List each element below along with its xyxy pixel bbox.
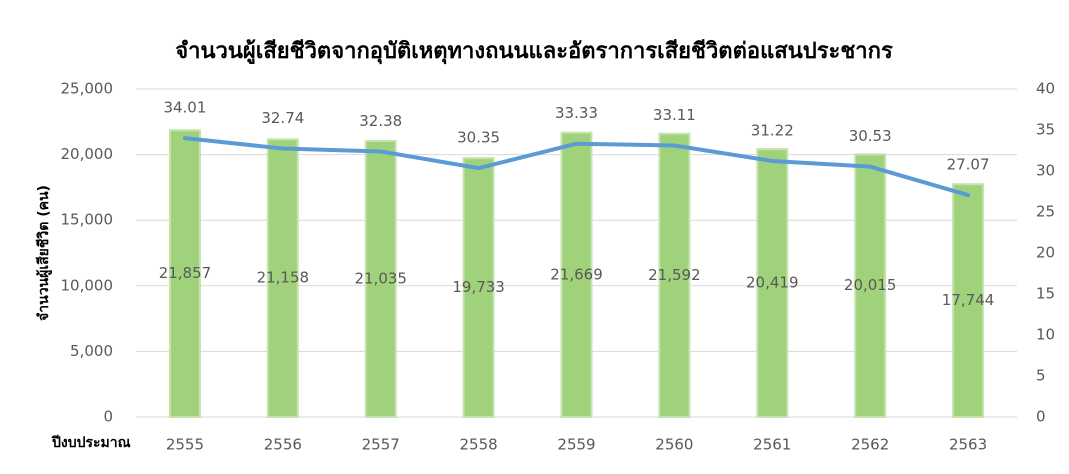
- y-axis-title: จำนวนผู้เสียชีวิต (คน): [36, 185, 52, 321]
- line-value-label: 30.53: [849, 127, 892, 145]
- line-value-label: 32.74: [261, 109, 304, 127]
- y-tick-label: 15,000: [61, 211, 114, 229]
- x-tick-label: 2555: [166, 436, 204, 454]
- bar: [266, 138, 299, 418]
- y2-tick-label: 0: [1036, 408, 1046, 426]
- bar-value-label: 21,669: [550, 265, 603, 283]
- y-tick-label: 20,000: [61, 145, 114, 163]
- x-axis-title: ปีงบประมาณ: [51, 435, 131, 451]
- y-tick-label: 25,000: [61, 80, 114, 98]
- line-value-label: 30.35: [457, 129, 500, 147]
- chart-title: จำนวนผู้เสียชีวิตจากอุบัติเหตุทางถนนและอ…: [175, 39, 893, 65]
- y-tick-label: 10,000: [61, 276, 114, 294]
- line: [182, 136, 971, 198]
- line-value-label: 33.11: [653, 106, 696, 124]
- y2-tick-label: 15: [1036, 285, 1055, 303]
- bar-value-label: 19,733: [452, 278, 505, 296]
- bar-value-label: 20,419: [746, 274, 799, 292]
- bar: [756, 148, 789, 418]
- y2-tick-label: 35: [1036, 121, 1055, 139]
- x-tick-label: 2557: [362, 436, 400, 454]
- bar-value-label: 17,744: [942, 291, 995, 309]
- line-value-label: 34.01: [163, 99, 206, 117]
- y2-tick-label: 30: [1036, 162, 1055, 180]
- line-value-label: 32.38: [359, 112, 402, 130]
- bar-value-label: 21,592: [648, 266, 701, 284]
- bar: [658, 132, 691, 419]
- y2-tick-label: 20: [1036, 244, 1055, 262]
- bar: [952, 183, 985, 418]
- x-tick-label: 2556: [264, 436, 302, 454]
- x-tick-label: 2560: [655, 436, 693, 454]
- x-tick-label: 2561: [753, 436, 791, 454]
- bar: [168, 129, 201, 419]
- y2-tick-label: 40: [1036, 80, 1055, 98]
- bar: [462, 157, 495, 419]
- bar-value-label: 21,857: [159, 264, 212, 282]
- line-value-label: 33.33: [555, 104, 598, 122]
- y-tick-label: 5,000: [70, 342, 113, 360]
- bar-value-label: 20,015: [844, 276, 897, 294]
- line-value-label: 31.22: [751, 121, 794, 139]
- bar-value-label: 21,158: [257, 269, 310, 287]
- y-tick-label: 0: [103, 408, 113, 426]
- x-tick-label: 2559: [557, 436, 595, 454]
- line-value-label: 27.07: [947, 156, 990, 174]
- y2-tick-label: 25: [1036, 203, 1055, 221]
- x-tick-label: 2563: [949, 436, 987, 454]
- bar-value-label: 21,035: [354, 270, 407, 288]
- bar: [364, 140, 397, 418]
- bar: [560, 131, 593, 418]
- x-tick-label: 2558: [460, 436, 498, 454]
- y2-tick-label: 10: [1036, 326, 1055, 344]
- bar: [854, 153, 887, 418]
- x-tick-label: 2562: [851, 436, 889, 454]
- y2-tick-label: 5: [1036, 367, 1046, 385]
